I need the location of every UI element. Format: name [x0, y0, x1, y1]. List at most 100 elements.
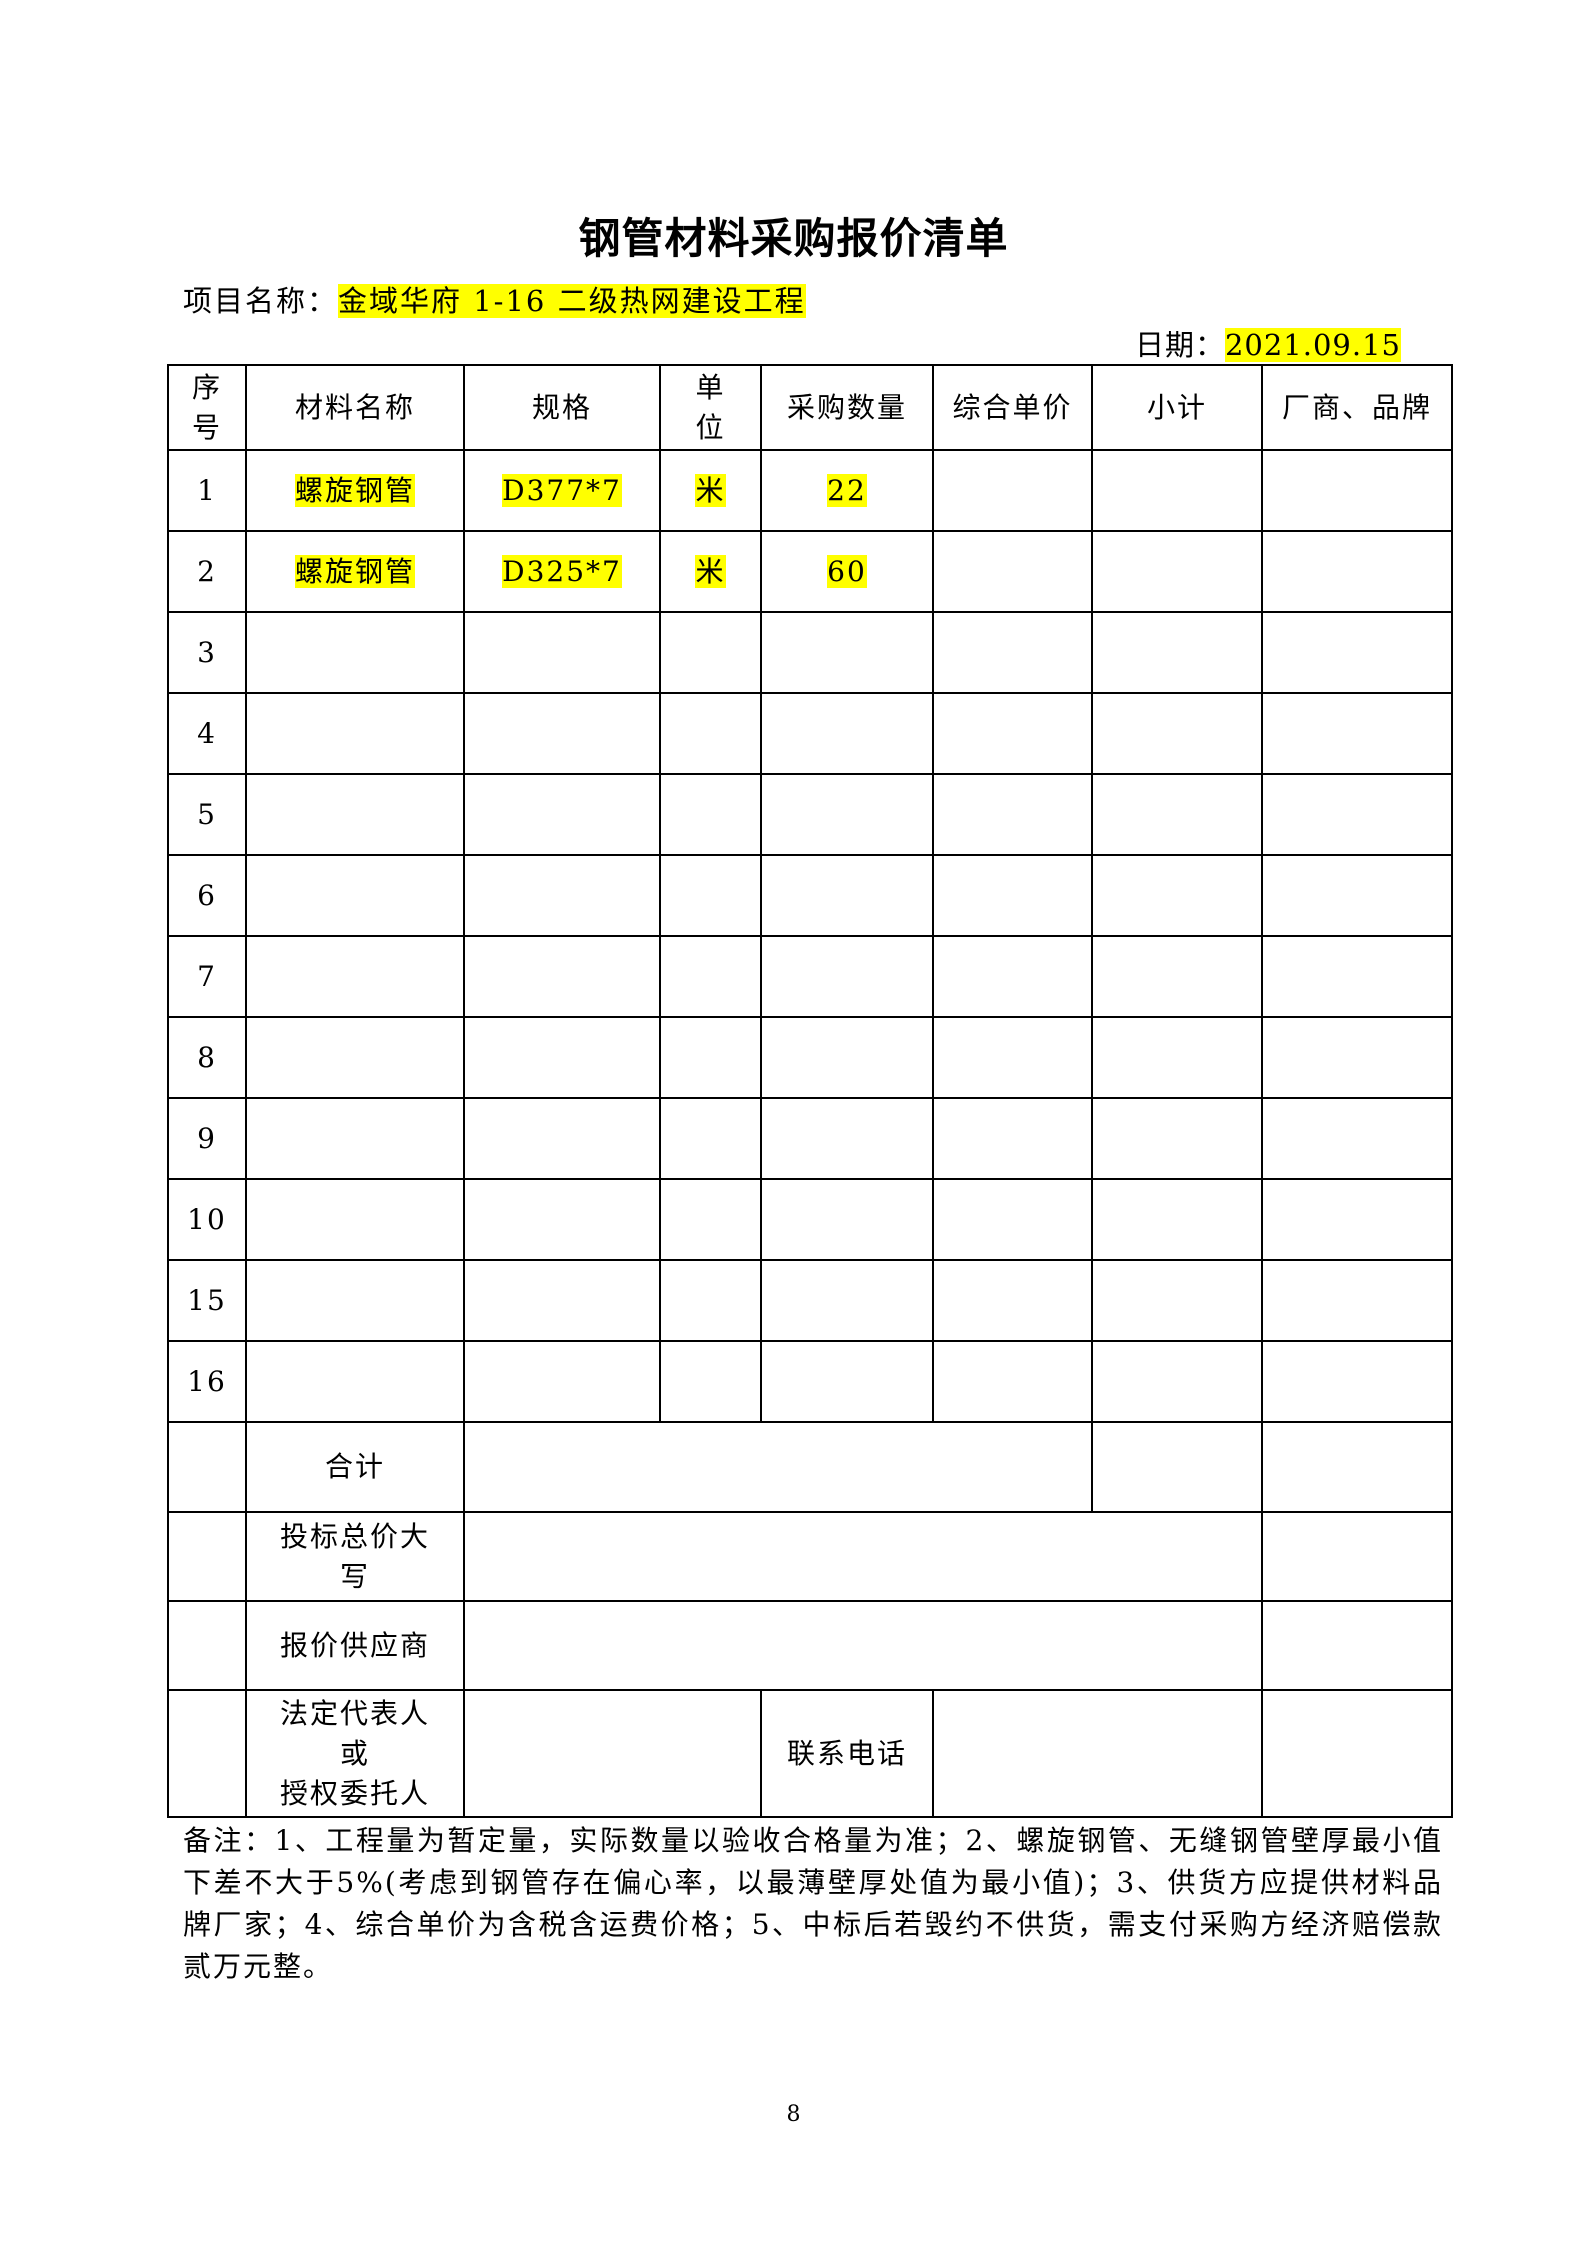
page-number: 8: [786, 2102, 801, 2127]
table-row: 7: [167, 935, 1453, 1018]
phone-value: [932, 1689, 1263, 1818]
cell-unit-value: 米: [695, 554, 726, 588]
table-row: 1 螺旋钢管 D377*7 米 22: [167, 449, 1453, 532]
cell-brand: [1261, 854, 1453, 937]
cell-qty: [760, 1097, 934, 1180]
cell-spec: D325*7: [463, 530, 661, 613]
cell-spec: [463, 1340, 661, 1423]
cell-subtotal: [1091, 1016, 1263, 1099]
cell-qty: [760, 1178, 934, 1261]
cell-subtotal: [1091, 692, 1263, 775]
cell-price: [932, 773, 1093, 856]
supplier-value: [463, 1600, 1263, 1691]
cell-name: 螺旋钢管: [245, 449, 465, 532]
date: 日期：2021.09.15: [1135, 322, 1401, 364]
cell-brand: [1261, 692, 1453, 775]
cell-no: 8: [167, 1016, 247, 1099]
cell-price: [932, 1178, 1093, 1261]
cell-price: [932, 1097, 1093, 1180]
cell-qty: [760, 692, 934, 775]
cell-brand: [1261, 1340, 1453, 1423]
cell-qty: [760, 611, 934, 694]
cell-brand: [1261, 530, 1453, 613]
header-brand: 厂商、品牌: [1261, 364, 1453, 451]
cell-brand: [1261, 935, 1453, 1018]
cell-qty: 22: [760, 449, 934, 532]
phone-label: 联系电话: [760, 1689, 934, 1818]
cell-unit: [659, 1340, 762, 1423]
cell-unit: 米: [659, 449, 762, 532]
cell-spec: [463, 611, 661, 694]
cell-unit: [659, 611, 762, 694]
table-row: 15: [167, 1259, 1453, 1342]
cell-spec: D377*7: [463, 449, 661, 532]
notes: 备注：1、工程量为暂定量，实际数量以验收合格量为准；2、螺旋钢管、无缝钢管壁厚最…: [183, 1824, 1443, 1983]
header-unit-price: 综合单价: [932, 364, 1093, 451]
cell-spec: [463, 692, 661, 775]
empty-cell: [167, 1511, 247, 1602]
cell-no: 9: [167, 1097, 247, 1180]
cell-name: 螺旋钢管: [245, 530, 465, 613]
total-row: 合计: [167, 1421, 1453, 1513]
cell-price: [932, 854, 1093, 937]
cell-spec: [463, 1178, 661, 1261]
cell-unit: [659, 1016, 762, 1099]
date-value: 2021.09.15: [1224, 328, 1401, 362]
cell-no: 16: [167, 1340, 247, 1423]
cell-unit-value: 米: [695, 473, 726, 507]
cell-spec: [463, 773, 661, 856]
cell-subtotal: [1091, 611, 1263, 694]
header-unit: 单位: [659, 364, 762, 451]
cell-name-value: 螺旋钢管: [294, 554, 415, 588]
cell-subtotal: [1091, 1178, 1263, 1261]
date-label: 日期：: [1134, 328, 1225, 362]
cell-name: [245, 935, 465, 1018]
cell-brand: [1261, 1259, 1453, 1342]
cell-name: [245, 1178, 465, 1261]
cell-subtotal: [1091, 1097, 1263, 1180]
cell-qty: 60: [760, 530, 934, 613]
project-label: 项目名称：: [183, 284, 339, 318]
cell-unit: [659, 773, 762, 856]
cell-subtotal: [1091, 854, 1263, 937]
header-subtotal: 小计: [1091, 364, 1263, 451]
cell-name: [245, 1259, 465, 1342]
cell-qty: [760, 1340, 934, 1423]
table-row: 3: [167, 611, 1453, 694]
cell-spec: [463, 1259, 661, 1342]
cell-no: 5: [167, 773, 247, 856]
header-row: 序号 材料名称 规格 单位 采购数量 综合单价 小计 厂商、品牌: [167, 364, 1453, 451]
header-name: 材料名称: [245, 364, 465, 451]
cell-name: [245, 611, 465, 694]
cell-no: 6: [167, 854, 247, 937]
cell-unit: 米: [659, 530, 762, 613]
cell-spec-value: D325*7: [502, 554, 622, 588]
table-row: 9: [167, 1097, 1453, 1180]
cell-name: [245, 1097, 465, 1180]
cell-subtotal: [1091, 530, 1263, 613]
header-spec: 规格: [463, 364, 661, 451]
table-row: 2 螺旋钢管 D325*7 米 60: [167, 530, 1453, 613]
empty-cell: [1261, 1689, 1453, 1818]
cell-brand: [1261, 1016, 1453, 1099]
cell-no: 10: [167, 1178, 247, 1261]
header-qty: 采购数量: [760, 364, 934, 451]
cell-qty: [760, 854, 934, 937]
cell-qty: [760, 935, 934, 1018]
cell-no: 1: [167, 449, 247, 532]
cell-qty: [760, 1259, 934, 1342]
cell-spec: [463, 854, 661, 937]
cell-subtotal: [1091, 449, 1263, 532]
cell-subtotal: [1091, 773, 1263, 856]
cell-no: 3: [167, 611, 247, 694]
cell-no: 15: [167, 1259, 247, 1342]
total-subtotal: [1091, 1421, 1263, 1513]
cell-name: [245, 1340, 465, 1423]
cell-price: [932, 1259, 1093, 1342]
table-row: 5: [167, 773, 1453, 856]
cell-no: 4: [167, 692, 247, 775]
page-title: 钢管材料采购报价清单: [578, 214, 1009, 263]
cell-name: [245, 692, 465, 775]
cell-unit: [659, 1097, 762, 1180]
cell-price: [932, 1340, 1093, 1423]
